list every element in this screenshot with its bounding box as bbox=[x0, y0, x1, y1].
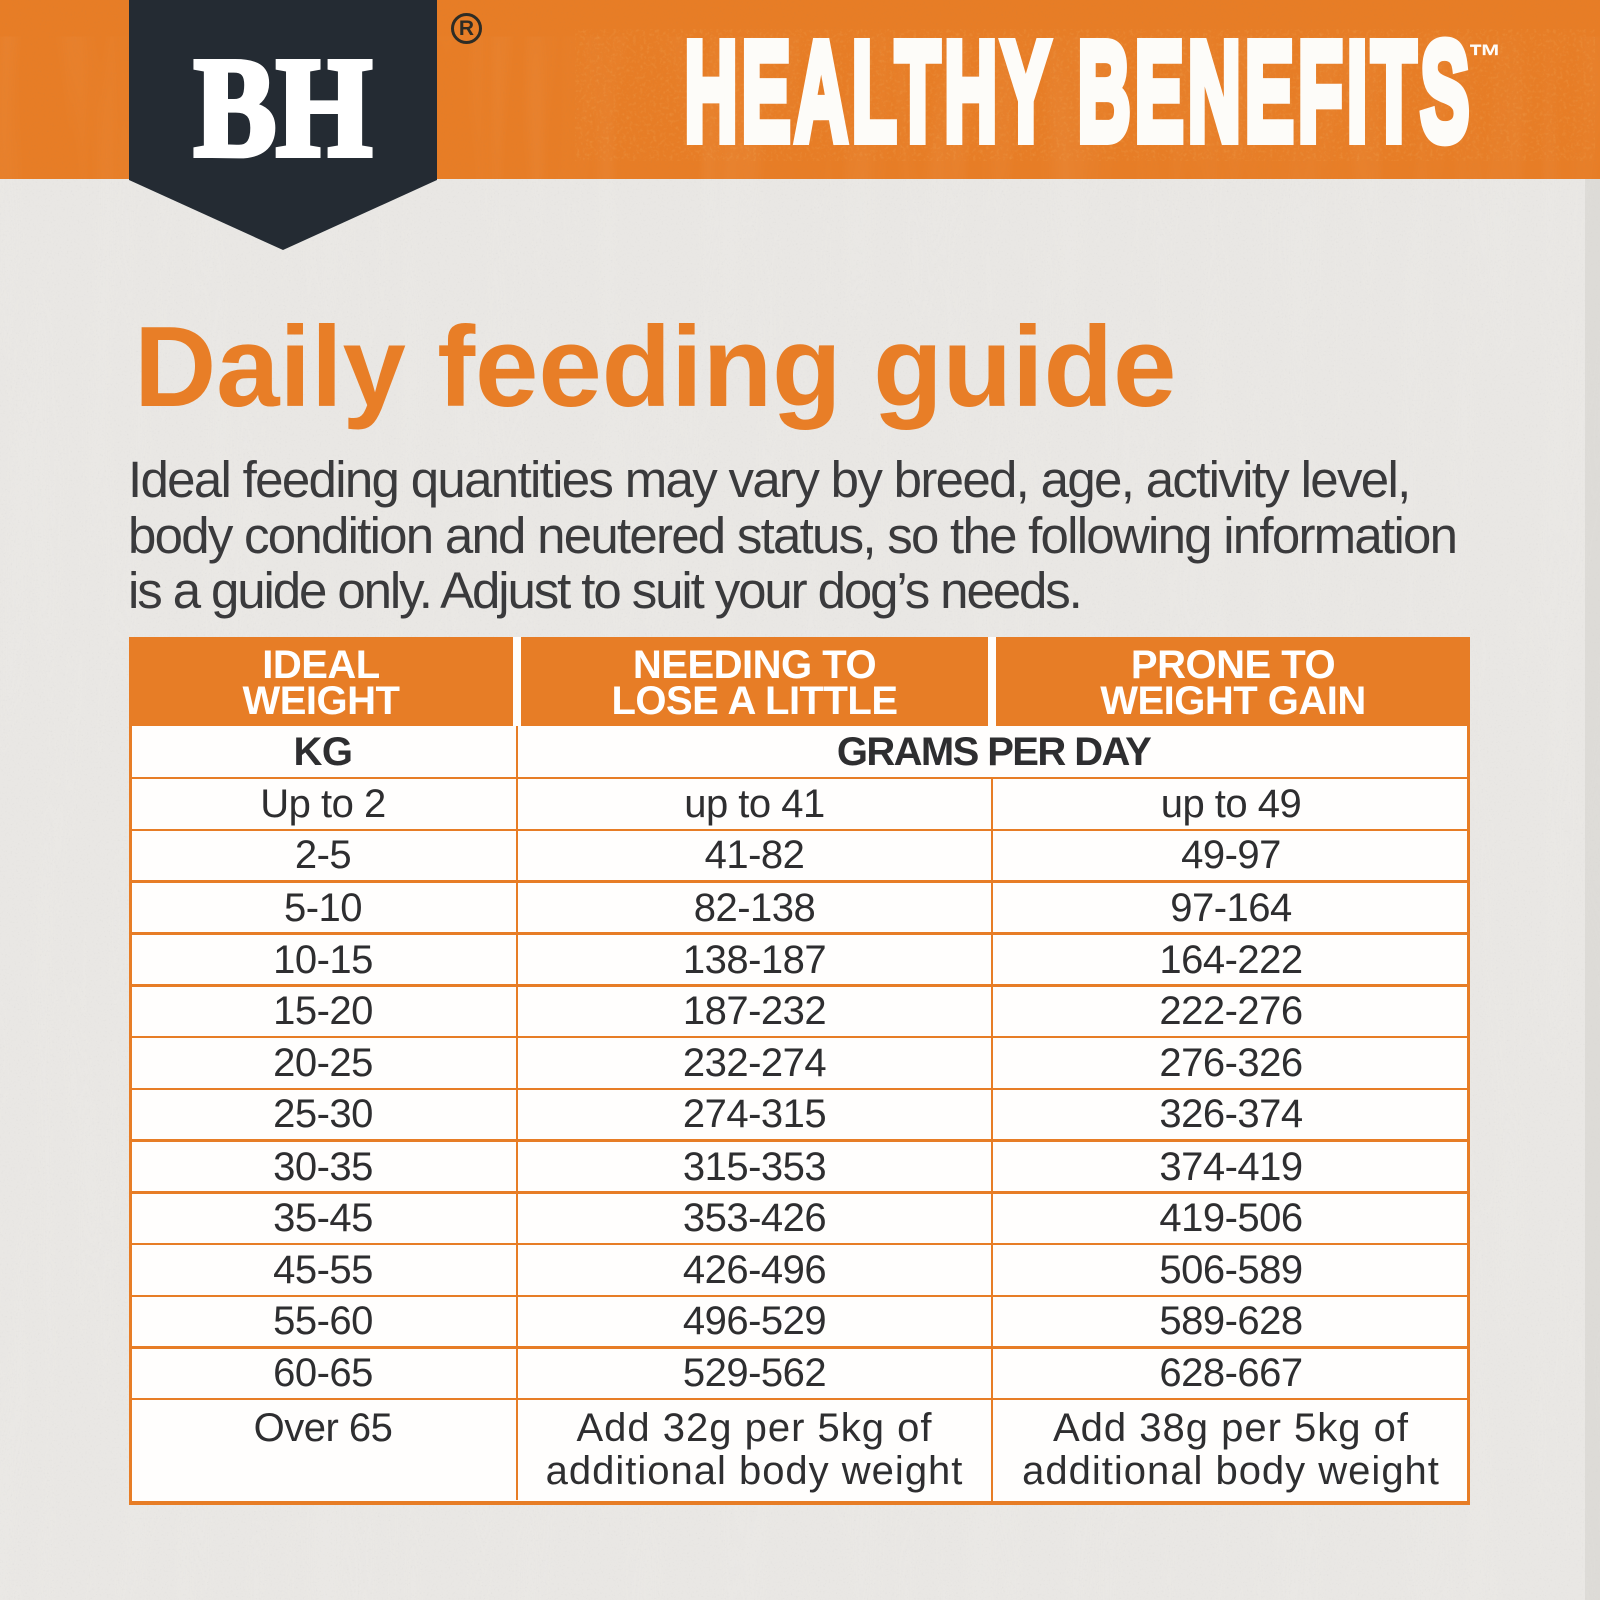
svg-text:BH: BH bbox=[194, 28, 372, 186]
